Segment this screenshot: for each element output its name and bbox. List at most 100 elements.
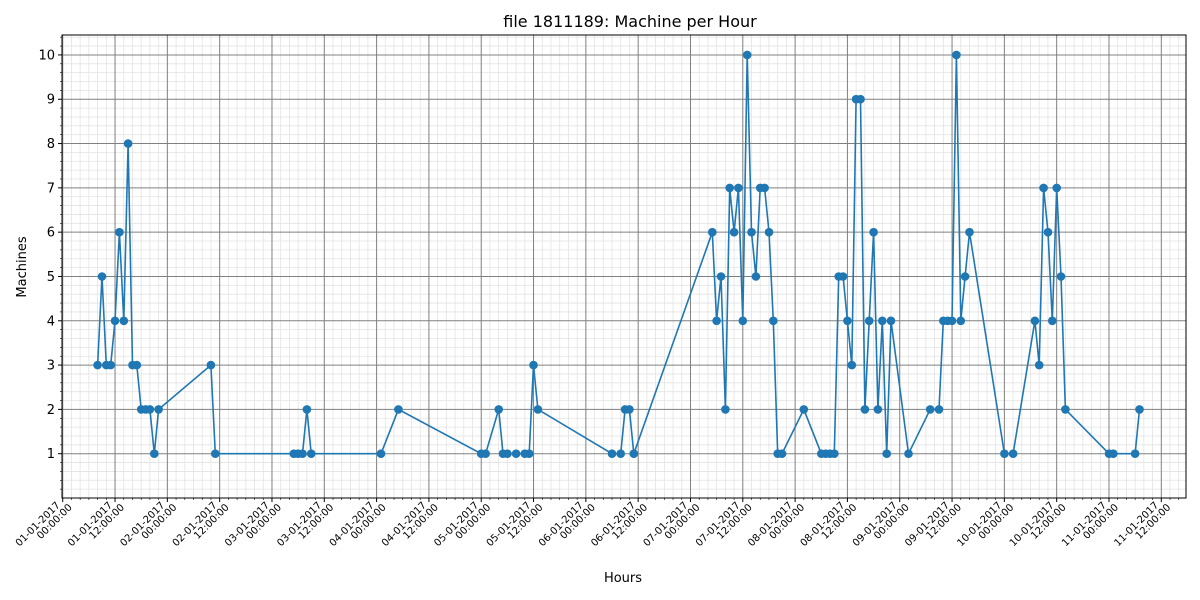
data-point bbox=[947, 316, 957, 326]
data-point bbox=[625, 405, 634, 414]
data-point bbox=[738, 316, 748, 326]
data-point bbox=[616, 449, 625, 459]
data-point bbox=[1043, 227, 1053, 237]
data-point bbox=[511, 449, 521, 459]
y-tick-label: 9 bbox=[47, 93, 55, 108]
data-point bbox=[123, 139, 133, 148]
data-point bbox=[965, 227, 974, 237]
y-axis: 1 2 3 4 5 6 7 8 9 10 bbox=[38, 36, 62, 490]
data-point bbox=[747, 227, 756, 237]
data-point bbox=[106, 360, 115, 370]
data-point bbox=[712, 316, 721, 326]
y-tick-label: 10 bbox=[38, 48, 55, 63]
y-tick-label: 7 bbox=[47, 181, 55, 196]
y-tick-label: 4 bbox=[47, 314, 55, 329]
data-point bbox=[799, 405, 809, 414]
data-point bbox=[533, 405, 543, 414]
y-tick-label: 2 bbox=[47, 403, 55, 418]
data-point bbox=[729, 227, 739, 237]
data-point bbox=[925, 405, 935, 414]
data-point bbox=[725, 183, 734, 193]
data-point bbox=[1061, 405, 1070, 414]
data-point bbox=[115, 227, 124, 237]
chart-title: file 1811189: Machine per Hour bbox=[503, 12, 757, 31]
data-point bbox=[110, 316, 120, 326]
y-axis-label: Machines bbox=[15, 236, 30, 297]
data-point bbox=[856, 94, 865, 104]
major-grid bbox=[62, 35, 1186, 498]
data-point bbox=[1008, 449, 1018, 459]
data-point bbox=[481, 449, 490, 459]
data-point bbox=[394, 405, 403, 414]
y-tick-label: 5 bbox=[47, 270, 55, 285]
data-point bbox=[529, 360, 538, 370]
data-point bbox=[830, 449, 839, 459]
data-point bbox=[734, 183, 743, 193]
x-axis-label: Hours bbox=[604, 571, 642, 586]
data-point bbox=[882, 449, 891, 459]
minor-grid bbox=[62, 35, 1186, 498]
data-point bbox=[154, 405, 163, 414]
data-point bbox=[1052, 183, 1061, 193]
data-point bbox=[629, 449, 639, 459]
data-point bbox=[878, 316, 887, 326]
data-point bbox=[206, 360, 216, 370]
data-point bbox=[860, 405, 870, 414]
data-point bbox=[760, 183, 769, 193]
data-point bbox=[524, 449, 534, 459]
data-point bbox=[777, 449, 787, 459]
data-point bbox=[298, 449, 307, 459]
data-point bbox=[742, 50, 752, 60]
data-point bbox=[376, 449, 386, 459]
data-point bbox=[607, 449, 617, 459]
data-point bbox=[708, 227, 717, 237]
data-point bbox=[886, 316, 896, 326]
data-point bbox=[873, 405, 883, 414]
data-point bbox=[721, 405, 730, 414]
data-point bbox=[211, 449, 220, 459]
series-line bbox=[96, 54, 1141, 457]
data-point bbox=[1109, 449, 1118, 459]
data-point bbox=[869, 227, 878, 237]
data-point bbox=[716, 272, 726, 281]
series-markers bbox=[93, 50, 1144, 459]
data-point bbox=[150, 449, 159, 459]
y-tick-label: 3 bbox=[47, 359, 55, 374]
data-point bbox=[302, 405, 312, 414]
data-point bbox=[838, 272, 848, 281]
data-point bbox=[1135, 405, 1144, 414]
plot-frame bbox=[61, 34, 1187, 499]
data-point bbox=[764, 227, 774, 237]
y-tick-label: 6 bbox=[47, 226, 55, 241]
data-point bbox=[1048, 316, 1057, 326]
data-point bbox=[119, 316, 129, 326]
data-point bbox=[847, 360, 857, 370]
data-point bbox=[97, 272, 107, 281]
data-point bbox=[306, 449, 316, 459]
data-point bbox=[1030, 316, 1040, 326]
data-point bbox=[132, 360, 142, 370]
data-point bbox=[503, 449, 512, 459]
data-point bbox=[904, 449, 913, 459]
data-point bbox=[1000, 449, 1009, 459]
x-axis: 01-01-201700:00:0001-01-201712:00:0002-0… bbox=[14, 498, 1180, 549]
